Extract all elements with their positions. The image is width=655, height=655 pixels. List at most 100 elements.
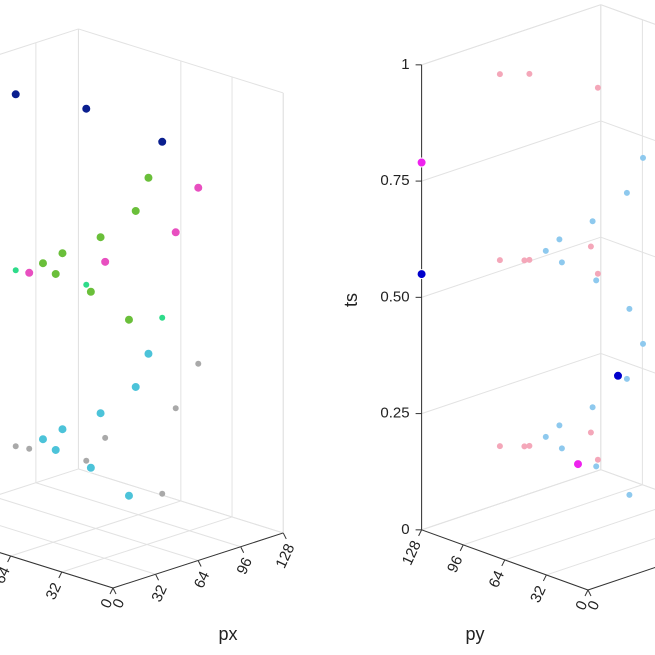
grid-line <box>421 4 601 66</box>
data-point <box>593 277 600 284</box>
x-axis-label: px <box>218 624 237 644</box>
grid-line <box>546 537 655 576</box>
y-axis-label: py <box>465 624 484 644</box>
data-point <box>416 269 427 280</box>
y-tick-label: 96 <box>444 553 466 575</box>
data-point <box>130 381 141 392</box>
grid-line <box>600 120 655 142</box>
data-point <box>102 434 109 441</box>
box-edge <box>0 468 79 495</box>
data-point <box>558 445 565 452</box>
data-point <box>556 422 563 429</box>
grid-line <box>421 236 601 298</box>
tick-mark <box>112 587 117 595</box>
data-point <box>50 268 61 279</box>
x-tick-label: 128 <box>272 541 298 571</box>
tick-mark <box>282 532 287 540</box>
x-axis <box>112 532 284 589</box>
data-point <box>526 70 533 77</box>
data-point <box>193 182 204 193</box>
data-point <box>26 445 33 452</box>
tick-mark <box>155 574 160 581</box>
data-point <box>558 259 565 266</box>
data-point <box>594 270 601 277</box>
tick-mark <box>109 587 114 595</box>
data-point <box>81 103 92 114</box>
grid-line <box>0 525 156 575</box>
data-point <box>640 340 646 347</box>
grid-line <box>600 469 655 490</box>
data-point <box>83 457 90 464</box>
data-point <box>593 463 600 470</box>
data-point <box>123 490 134 501</box>
data-point <box>57 248 68 259</box>
data-point <box>521 257 528 264</box>
data-point <box>589 404 596 411</box>
data-point <box>83 281 90 288</box>
data-point <box>95 408 106 419</box>
tick-mark <box>240 546 245 553</box>
data-point <box>640 154 646 161</box>
x-tick-label: 96 <box>233 555 255 577</box>
data-point <box>416 157 427 168</box>
y-axis <box>421 529 589 591</box>
box-edge <box>587 566 655 591</box>
data-point <box>172 405 179 412</box>
tick-mark <box>58 571 63 579</box>
tick-mark <box>584 589 589 597</box>
data-point <box>57 424 68 435</box>
tick-mark <box>587 589 592 597</box>
box-edge <box>600 469 655 490</box>
data-point <box>123 314 134 325</box>
data-point <box>526 256 533 263</box>
z-tick-label: 0.25 <box>380 405 409 422</box>
x-tick-label: 64 <box>191 569 213 591</box>
y-tick-label: 64 <box>486 568 508 590</box>
data-point <box>556 236 563 243</box>
grid-line <box>0 498 199 561</box>
grid-line <box>600 352 655 374</box>
y-tick-label: 32 <box>43 580 65 602</box>
data-point <box>526 442 533 449</box>
z-tick-label: 0.75 <box>380 172 409 189</box>
grid-line <box>421 352 601 415</box>
data-point <box>587 243 594 250</box>
tick-mark <box>501 559 506 567</box>
data-point <box>195 360 202 367</box>
grid-line <box>587 566 655 591</box>
x-tick-label: 32 <box>148 582 170 604</box>
data-point <box>157 136 168 147</box>
data-point <box>542 433 549 440</box>
data-point <box>589 218 596 225</box>
data-point <box>12 267 19 274</box>
box-edge <box>0 28 79 55</box>
y-tick-label: 128 <box>399 538 425 568</box>
data-point <box>623 375 630 382</box>
grid-line <box>421 120 601 182</box>
data-point <box>170 227 181 238</box>
grid-line <box>61 516 233 573</box>
tick-mark <box>542 574 547 582</box>
tick-mark <box>197 560 202 567</box>
x-axis <box>587 566 655 591</box>
data-point <box>623 189 630 196</box>
z-tick-label: 0.50 <box>380 288 409 305</box>
z-axis-label: ts <box>341 293 361 307</box>
data-point <box>159 490 166 497</box>
box-edge <box>600 4 655 25</box>
data-point <box>143 172 154 183</box>
data-point <box>130 205 141 216</box>
data-point <box>496 257 503 264</box>
data-point <box>594 456 601 463</box>
data-point <box>496 443 503 450</box>
data-point <box>159 314 166 321</box>
data-point <box>587 429 594 436</box>
y-axis <box>0 552 114 589</box>
data-point <box>613 370 623 381</box>
data-point <box>496 71 503 78</box>
grid-line <box>463 484 643 546</box>
data-point <box>626 491 633 498</box>
grid-line <box>600 236 655 258</box>
data-point <box>10 89 21 100</box>
